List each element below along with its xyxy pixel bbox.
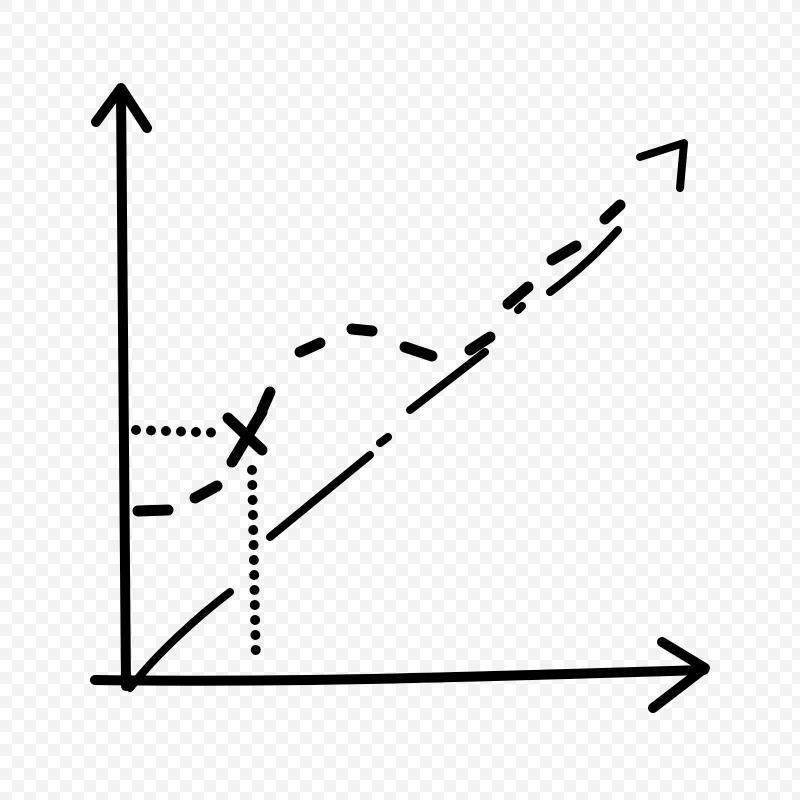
x-axis: [90, 637, 710, 713]
linear-line: [126, 139, 688, 692]
y-axis: [91, 83, 152, 691]
curve-line: [132, 199, 626, 517]
guide-lines: [131, 425, 261, 667]
intersection-mark: [222, 406, 268, 468]
